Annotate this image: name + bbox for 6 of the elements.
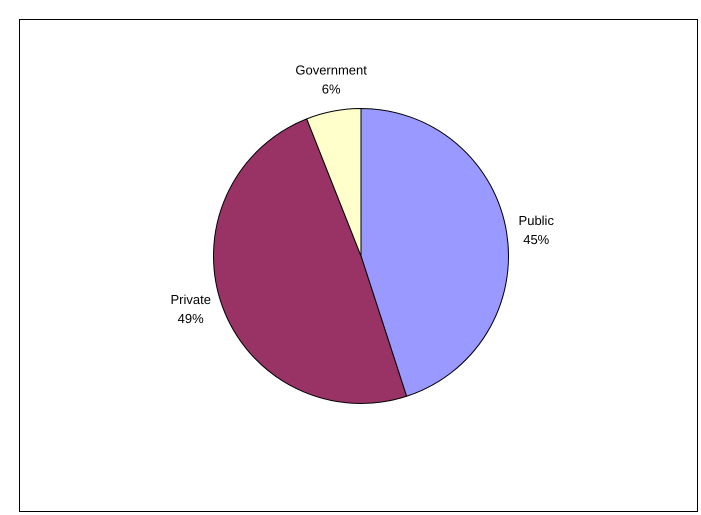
slice-label: Public	[518, 213, 554, 228]
data-label: 6%	[322, 81, 341, 96]
data-label: 45%	[523, 232, 550, 248]
slice-label: Government	[295, 62, 368, 78]
slice-label: Private	[170, 292, 211, 308]
data-label: 49%	[178, 311, 204, 326]
